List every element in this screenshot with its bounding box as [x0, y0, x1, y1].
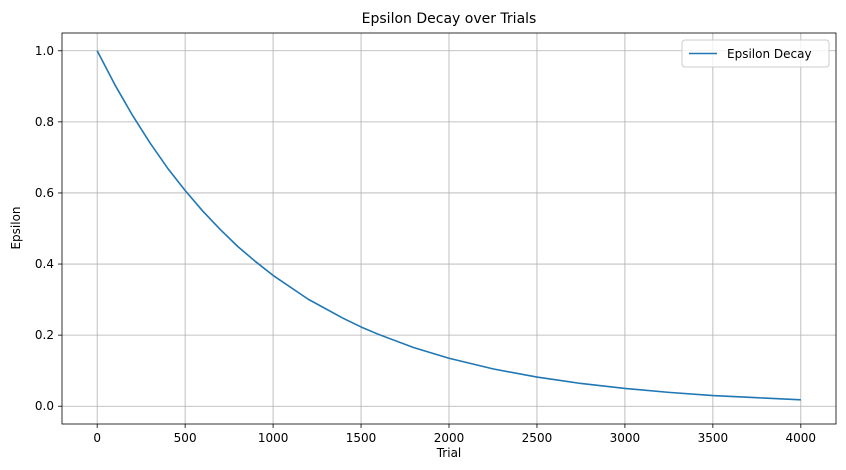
y-tick-label: 0.2: [35, 328, 54, 342]
y-tick-label: 0.4: [35, 257, 54, 271]
x-tick-label: 2500: [522, 431, 553, 445]
legend: Epsilon Decay: [681, 39, 830, 68]
y-axis-title: Epsilon: [9, 206, 23, 249]
series-layer: [96, 50, 801, 401]
legend-box: [681, 39, 830, 68]
x-tick-label: 2000: [434, 431, 465, 445]
x-tick-label: 3500: [698, 431, 729, 445]
chart-title: Epsilon Decay over Trials: [362, 11, 537, 27]
x-tick-label: 4000: [786, 431, 817, 445]
y-tick-label: 0.0: [35, 399, 54, 413]
x-tick-label: 1500: [346, 431, 377, 445]
grid-lines: [62, 33, 836, 424]
x-tick-label: 3000: [610, 431, 641, 445]
x-tick-label: 0: [93, 431, 101, 445]
x-axis-ticks: 0 500 1000 1500 2000 2500 3000 3500 4000: [93, 424, 816, 445]
x-tick-label: 500: [174, 431, 197, 445]
x-axis-title: Trial: [436, 446, 462, 460]
y-tick-label: 1.0: [35, 44, 54, 58]
x-tick-label: 1000: [258, 431, 289, 445]
y-tick-label: 0.8: [35, 115, 54, 129]
legend-label: Epsilon Decay: [727, 47, 812, 61]
y-axis-ticks: 0.0 0.2 0.4 0.6 0.8 1.0: [35, 44, 62, 413]
y-tick-label: 0.6: [35, 186, 54, 200]
series-line-epsilon-decay: [96, 50, 801, 401]
